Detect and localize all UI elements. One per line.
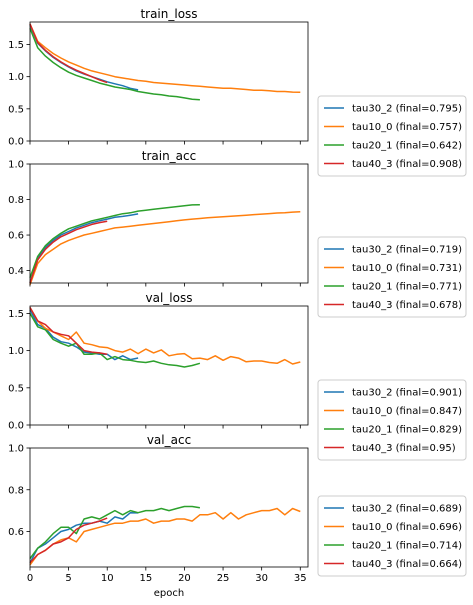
series-line: [29, 507, 301, 566]
series-line: [29, 511, 139, 564]
x-tick-label: 35: [294, 573, 307, 584]
panel-title: val_acc: [147, 433, 191, 447]
axes-frame: [29, 163, 309, 284]
series-line: [29, 213, 139, 284]
legend-box: [317, 95, 467, 177]
panel-title: train_loss: [140, 7, 197, 21]
legend-label: tau10_0 (final=0.731): [352, 263, 462, 274]
y-tick-label: 1.5: [8, 40, 24, 51]
y-tick-label: 1.0: [8, 346, 24, 357]
legend-label: tau30_2 (final=0.719): [352, 245, 462, 256]
panel-title: val_loss: [146, 291, 193, 305]
legend-box: [317, 379, 467, 461]
x-tick-label: 20: [178, 573, 191, 584]
panel-train_acc: train_acc 0.4 0.6 0.8 1.0 tau30_2 (final=0.71…: [8, 149, 467, 318]
axes-frame: [29, 21, 309, 142]
y-tick-label: 1.0: [8, 160, 24, 171]
x-tick-label: 5: [65, 573, 71, 584]
y-tick-label: 0.6: [8, 231, 24, 242]
legend: tau30_2 (final=0.689) tau10_0 (final=0.69…: [317, 495, 467, 577]
series-line: [29, 211, 301, 286]
legend: tau30_2 (final=0.719) tau10_0 (final=0.73…: [317, 236, 467, 318]
panel-title: train_acc: [142, 149, 196, 163]
series-line: [29, 517, 108, 564]
legend-label: tau30_2 (final=0.901): [352, 388, 462, 399]
series-line: [29, 505, 201, 560]
y-tick-label: 1.0: [8, 444, 24, 455]
legend: tau30_2 (final=0.901) tau10_0 (final=0.84…: [317, 379, 467, 461]
series-line: [29, 23, 301, 94]
x-tick-label: 0: [27, 573, 33, 584]
legend-label: tau20_1 (final=0.642): [352, 141, 462, 152]
legend-label: tau20_1 (final=0.829): [352, 425, 462, 436]
x-tick-label: 25: [217, 573, 230, 584]
legend-label: tau40_3 (final=0.664): [352, 559, 462, 570]
panel-val_acc: val_acc 0 5 10 15 20 25 30 35 0.6 0.8 1.0 tau30_2 (f…: [8, 433, 467, 584]
y-tick-label: 0.5: [8, 383, 24, 394]
legend-label: tau10_0 (final=0.757): [352, 122, 462, 133]
y-tick-label: 1.5: [8, 309, 24, 320]
series-line: [29, 307, 301, 365]
legend-label: tau40_3 (final=0.95): [352, 443, 456, 454]
y-tick-label: 1.0: [8, 72, 24, 83]
series-line: [29, 307, 108, 356]
legend-box: [317, 495, 467, 577]
y-tick-label: 0.4: [8, 266, 24, 277]
x-tick-label: 15: [139, 573, 152, 584]
legend: tau30_2 (final=0.795) tau10_0 (final=0.75…: [317, 95, 467, 177]
legend-label: tau20_1 (final=0.714): [352, 541, 462, 552]
series-line: [29, 220, 108, 284]
y-tick-label: 0.0: [8, 137, 24, 148]
legend-label: tau10_0 (final=0.696): [352, 522, 462, 533]
y-tick-label: 0.0: [8, 421, 24, 432]
series-line: [29, 203, 200, 278]
legend-box: [317, 236, 467, 318]
legend-label: tau10_0 (final=0.847): [352, 406, 462, 417]
series-line: [29, 313, 201, 368]
series-line: [29, 23, 108, 84]
legend-label: tau20_1 (final=0.771): [352, 282, 462, 293]
axes-frame: [29, 305, 309, 426]
axes-frame: [29, 447, 309, 568]
x-axis-label: epoch: [154, 588, 184, 599]
y-tick-label: 0.6: [8, 527, 24, 538]
x-tick-label: 30: [255, 573, 268, 584]
x-tick-label: 10: [101, 573, 114, 584]
series-line: [29, 28, 200, 101]
legend-label: tau30_2 (final=0.795): [352, 104, 462, 115]
legend-label: tau30_2 (final=0.689): [352, 504, 462, 515]
panel-train_loss: train_loss 0.0 0.5 1.0 1.5 tau30_2 (final=0.7…: [8, 7, 467, 177]
legend-label: tau40_3 (final=0.908): [352, 159, 462, 170]
panel-val_loss: val_loss 0.0 0.5 1.0 1.5 tau30_2 (final=0.901…: [8, 291, 467, 461]
y-tick-label: 0.5: [8, 104, 24, 115]
legend-label: tau40_3 (final=0.678): [352, 300, 462, 311]
series-line: [29, 309, 139, 361]
y-tick-label: 0.8: [8, 195, 24, 206]
y-tick-label: 0.8: [8, 485, 24, 496]
